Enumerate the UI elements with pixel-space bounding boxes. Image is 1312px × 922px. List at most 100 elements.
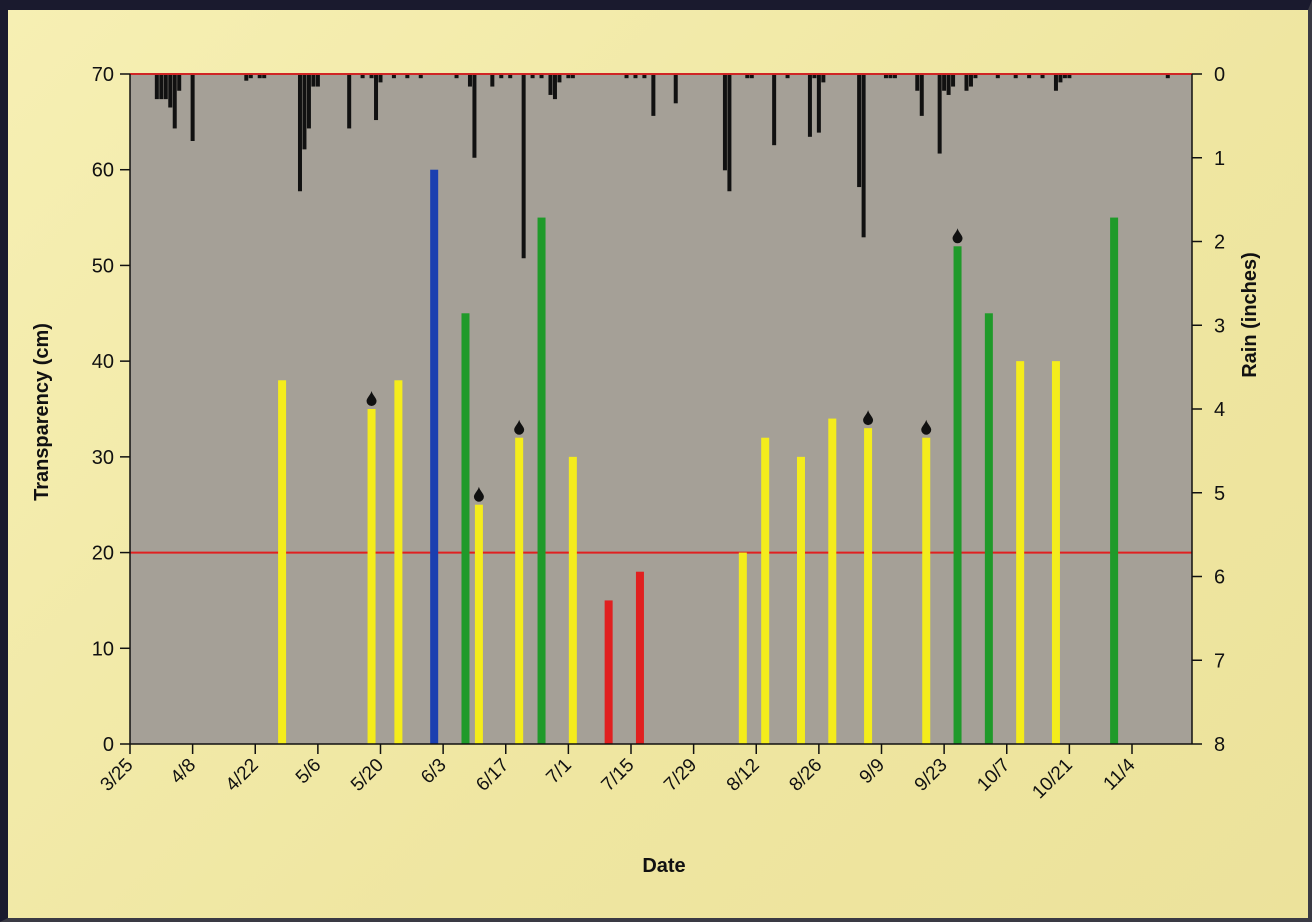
- rain-bar: [821, 74, 826, 83]
- transparency-bar: [278, 380, 287, 744]
- rain-bar: [883, 74, 888, 79]
- rain-bar: [557, 74, 562, 83]
- y2-tick-label: 7: [1214, 650, 1225, 672]
- rain-drop-icon: [921, 419, 932, 435]
- y-tick-label: 0: [103, 734, 114, 756]
- y-tick-label: 40: [92, 351, 114, 373]
- rain-bar: [1058, 74, 1063, 83]
- transparency-bar: [1110, 217, 1119, 745]
- transparency-bar: [864, 428, 873, 744]
- rain-bar: [642, 74, 647, 79]
- rain-bar: [391, 74, 396, 79]
- x-tick-label: 9/9: [856, 755, 890, 789]
- transparency-bar: [430, 169, 439, 744]
- rain-bar: [964, 74, 969, 91]
- rain-bar: [168, 74, 173, 108]
- y-tick-label: 10: [92, 638, 114, 660]
- x-tick-label: 6/3: [417, 755, 451, 789]
- rain-bar: [995, 74, 1000, 79]
- y2-tick-label: 6: [1214, 567, 1225, 589]
- rain-bar: [772, 74, 777, 146]
- rain-bar: [508, 74, 513, 79]
- rain-bar: [257, 74, 262, 79]
- rain-bar: [499, 74, 504, 79]
- x-tick-label: 7/29: [660, 755, 701, 796]
- rain-bar: [812, 74, 817, 79]
- rain-bar: [1062, 74, 1067, 79]
- transparency-bar: [1051, 361, 1060, 744]
- rain-bar: [190, 74, 195, 141]
- x-tick-label: 7/1: [542, 755, 576, 789]
- x-tick-label: 3/25: [97, 755, 138, 796]
- rain-bar: [302, 74, 307, 150]
- y2-tick-label: 2: [1214, 232, 1225, 254]
- rain-bar: [454, 74, 459, 79]
- rain-bar: [861, 74, 866, 238]
- rain-bar: [297, 74, 302, 192]
- rain-bar: [248, 74, 253, 79]
- rain-bar: [566, 74, 571, 79]
- y-tick-label: 50: [92, 255, 114, 277]
- y-axis-title: Transparency (cm): [31, 323, 53, 501]
- rain-bar: [405, 74, 410, 79]
- x-tick-label: 5/6: [292, 755, 326, 789]
- transparency-bar: [635, 571, 644, 744]
- transparency-bar: [922, 437, 931, 744]
- transparency-bar: [461, 313, 470, 744]
- y2-tick-label: 8: [1214, 734, 1225, 756]
- x-tick-label: 10/7: [973, 755, 1014, 796]
- x-tick-label: 8/26: [785, 755, 826, 796]
- x-tick-label: 6/17: [472, 755, 513, 796]
- rain-bar: [548, 74, 553, 95]
- rain-bars: [154, 74, 1170, 259]
- rain-bar: [306, 74, 311, 129]
- transparency-bars: [278, 169, 1119, 745]
- rain-bar: [530, 74, 535, 79]
- rain-bar: [467, 74, 472, 87]
- y2-tick-label: 3: [1214, 315, 1225, 337]
- rain-bar: [973, 74, 978, 79]
- rain-bar: [315, 74, 320, 87]
- rain-bar: [915, 74, 920, 91]
- rain-bar: [968, 74, 973, 87]
- rain-bar: [1067, 74, 1072, 79]
- transparency-bar: [953, 246, 962, 745]
- rain-bar: [857, 74, 862, 188]
- plot-area: [130, 74, 1192, 744]
- x-tick-label: 10/21: [1028, 755, 1076, 803]
- transparency-bar: [984, 313, 993, 744]
- rain-bar: [1040, 74, 1045, 79]
- rain-bar: [633, 74, 638, 79]
- y2-axis-title: Rain (inches): [1239, 252, 1261, 378]
- x-tick-label: 11/4: [1100, 754, 1140, 794]
- rain-bar: [807, 74, 812, 137]
- rain-bar: [347, 74, 352, 129]
- rain-bar: [539, 74, 544, 79]
- rain-bar: [521, 74, 526, 259]
- rain-bar: [262, 74, 267, 79]
- x-tick-label: 4/8: [167, 755, 201, 789]
- transparency-bar: [367, 409, 376, 744]
- y2-tick-label: 4: [1214, 399, 1225, 421]
- y2-tick-label: 5: [1214, 483, 1225, 505]
- rain-bar: [570, 74, 575, 79]
- rain-bar: [1027, 74, 1032, 79]
- rain-bar: [785, 74, 790, 79]
- rain-bar: [951, 74, 956, 87]
- transparency-bar: [604, 600, 613, 744]
- rain-bar: [172, 74, 177, 129]
- rain-bar: [919, 74, 924, 116]
- rain-bar: [177, 74, 182, 91]
- x-axis-title: Date: [642, 855, 685, 877]
- x-tick-label: 9/23: [911, 755, 952, 796]
- transparency-bar: [537, 217, 546, 745]
- rain-bar: [727, 74, 732, 192]
- rain-drop-icon: [863, 410, 874, 426]
- rain-drop-icon: [514, 419, 525, 435]
- rain-bar: [1013, 74, 1018, 79]
- rain-bar: [942, 74, 947, 91]
- rain-bar: [946, 74, 951, 95]
- y-tick-label: 30: [92, 447, 114, 469]
- rain-bar: [816, 74, 821, 133]
